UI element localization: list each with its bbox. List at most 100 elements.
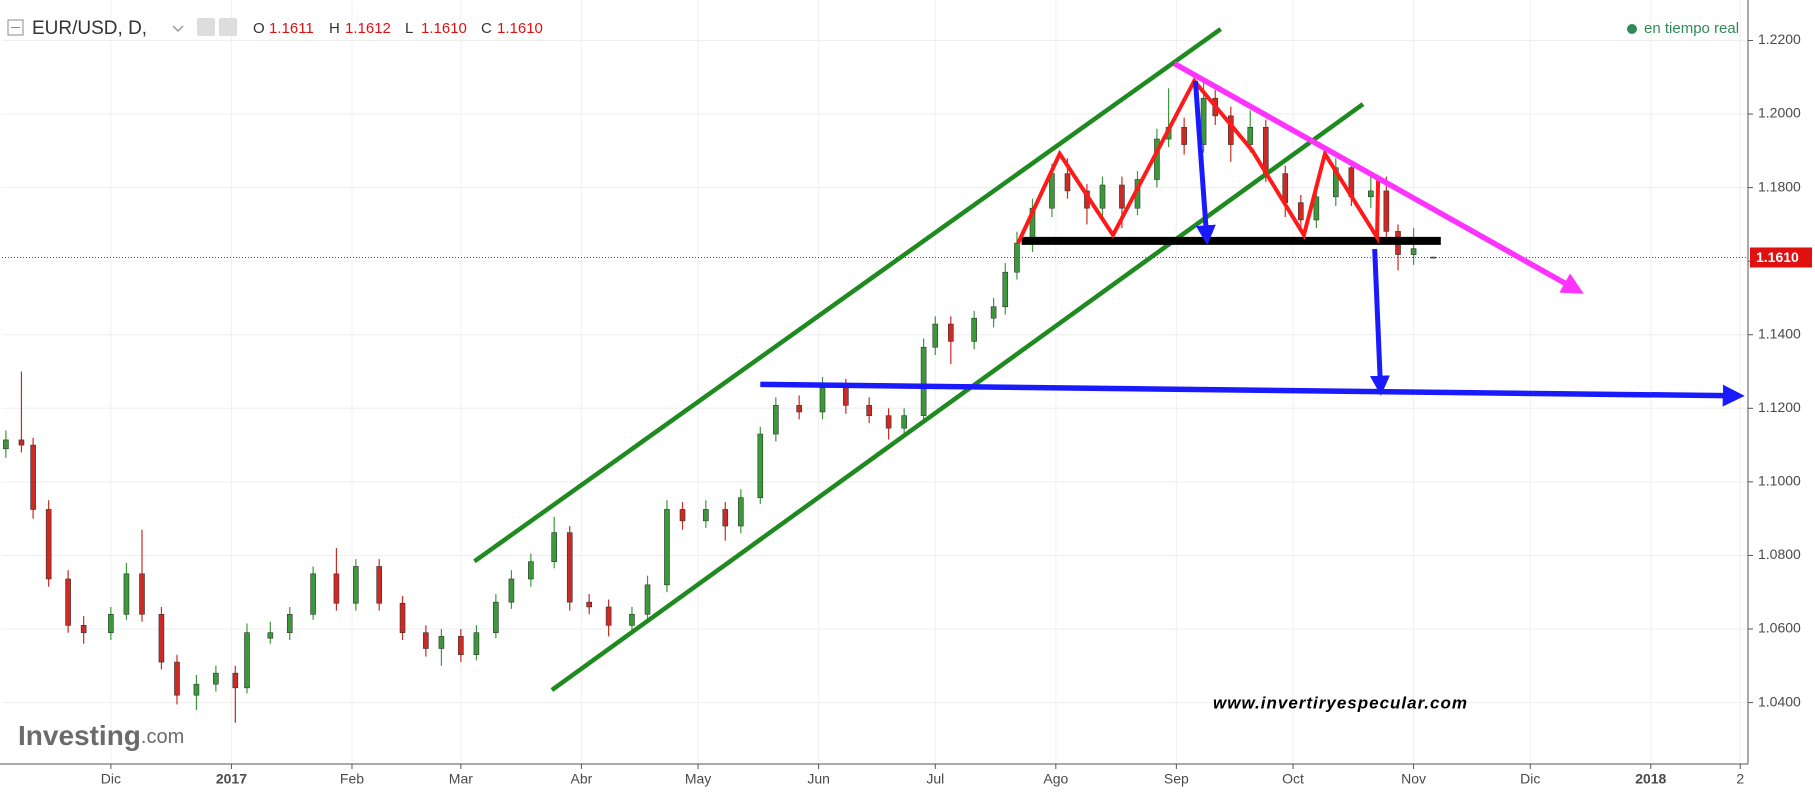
y-tick-label: 1.1800 bbox=[1758, 178, 1801, 194]
last-price-label: 1.1610 bbox=[1756, 249, 1799, 265]
candle-body bbox=[1313, 196, 1320, 221]
candle-body bbox=[174, 661, 180, 696]
candle-body bbox=[333, 573, 340, 604]
candle-body bbox=[1383, 190, 1390, 232]
x-tick-label: 2017 bbox=[216, 771, 247, 787]
candle-body bbox=[843, 387, 849, 406]
x-tick-label: May bbox=[685, 771, 711, 787]
gear-icon[interactable] bbox=[219, 18, 237, 36]
status: en tiempo real bbox=[1644, 20, 1739, 37]
candle-body bbox=[773, 405, 779, 435]
candle-body bbox=[1368, 190, 1374, 198]
ohlc-key: C bbox=[481, 20, 492, 37]
x-tick-label: Nov bbox=[1401, 771, 1426, 787]
status-dot bbox=[1627, 24, 1637, 34]
x-tick-label: Abr bbox=[571, 771, 593, 787]
candle-body bbox=[508, 578, 515, 603]
drawing-channel-upper bbox=[473, 27, 1223, 564]
settings-icon[interactable] bbox=[197, 18, 215, 36]
candle-body bbox=[757, 433, 764, 498]
x-tick-label: 2018 bbox=[1635, 771, 1666, 787]
candle-body bbox=[458, 636, 464, 656]
candle-body bbox=[423, 632, 429, 649]
candle-body bbox=[232, 672, 239, 689]
x-tick-label: Feb bbox=[340, 771, 364, 787]
candle-body bbox=[1200, 97, 1207, 145]
candle-body bbox=[901, 415, 907, 429]
candle-body bbox=[45, 509, 52, 580]
x-tick-label: Sep bbox=[1164, 771, 1189, 787]
y-tick-label: 1.0600 bbox=[1758, 620, 1801, 636]
y-tick-label: 1.0800 bbox=[1758, 546, 1801, 562]
candle-body bbox=[1064, 173, 1071, 192]
x-tick-label: Dic bbox=[1520, 771, 1540, 787]
candle-body bbox=[30, 444, 36, 510]
symbol: EUR/USD, D, bbox=[32, 18, 147, 39]
ohlc-value: 1.1610 bbox=[421, 20, 467, 37]
candle-body bbox=[267, 632, 274, 639]
candle-body bbox=[1181, 126, 1187, 145]
candle-body bbox=[703, 509, 709, 522]
candle-body bbox=[18, 439, 25, 446]
candle-body bbox=[1099, 184, 1106, 209]
ohlc-key: O bbox=[253, 20, 265, 37]
candle-body bbox=[605, 606, 612, 626]
candle-body bbox=[310, 573, 316, 615]
ohlc-value: 1.1611 bbox=[269, 20, 314, 37]
candle-body bbox=[108, 613, 114, 633]
y-tick-label: 1.1000 bbox=[1758, 473, 1801, 489]
drawings bbox=[2, 27, 1748, 692]
candle-body bbox=[819, 387, 826, 413]
candle-body bbox=[286, 613, 293, 633]
y-tick-label: 1.0400 bbox=[1758, 693, 1801, 709]
y-tick-label: 1.1200 bbox=[1758, 399, 1801, 415]
ohlc-value: 1.1610 bbox=[497, 20, 543, 37]
candle-body bbox=[213, 672, 219, 685]
candle-body bbox=[551, 532, 557, 562]
drawing-target-line bbox=[760, 381, 1745, 407]
candle-body bbox=[738, 497, 744, 527]
x-tick-label: 2 bbox=[1736, 771, 1744, 787]
candle-body bbox=[796, 405, 802, 413]
brand: Investing.com bbox=[18, 720, 184, 751]
drawing-trend-down bbox=[1173, 61, 1584, 294]
candle-body bbox=[3, 439, 9, 450]
candle-body bbox=[399, 602, 406, 633]
candle-body bbox=[193, 683, 200, 696]
candle-body bbox=[473, 632, 480, 656]
candle-body bbox=[376, 566, 382, 604]
candle-body bbox=[353, 566, 359, 604]
candle-body bbox=[722, 509, 729, 527]
drawing-pattern bbox=[1016, 77, 1381, 245]
x-tick-label: Oct bbox=[1282, 771, 1304, 787]
candle-body bbox=[244, 632, 250, 689]
ohlc-key: L bbox=[405, 20, 413, 37]
ohlc-value: 1.1612 bbox=[345, 20, 391, 37]
brand-suffix: .com bbox=[141, 726, 184, 748]
brand-name: Investing bbox=[18, 720, 141, 751]
candle-body bbox=[586, 601, 592, 608]
candle-body bbox=[932, 323, 939, 348]
y-tick-label: 1.2200 bbox=[1758, 31, 1801, 47]
candle-body bbox=[629, 613, 635, 626]
y-tick-label: 1.2000 bbox=[1758, 105, 1801, 121]
x-tick-label: Mar bbox=[449, 771, 473, 787]
dropdown[interactable] bbox=[172, 25, 184, 33]
candle-body bbox=[1298, 202, 1304, 221]
candle-body bbox=[493, 601, 499, 633]
x-tick-label: Jun bbox=[807, 771, 830, 787]
candle-body bbox=[920, 346, 927, 416]
candle-body bbox=[528, 561, 534, 580]
x-tick-label: Jul bbox=[926, 771, 944, 787]
candle-body bbox=[990, 306, 997, 319]
candle-body bbox=[679, 509, 686, 522]
candle-body bbox=[80, 625, 87, 633]
menu-icon[interactable] bbox=[7, 19, 24, 36]
candle-body bbox=[866, 405, 872, 416]
x-tick-label: Ago bbox=[1043, 771, 1068, 787]
candles bbox=[3, 80, 1436, 723]
